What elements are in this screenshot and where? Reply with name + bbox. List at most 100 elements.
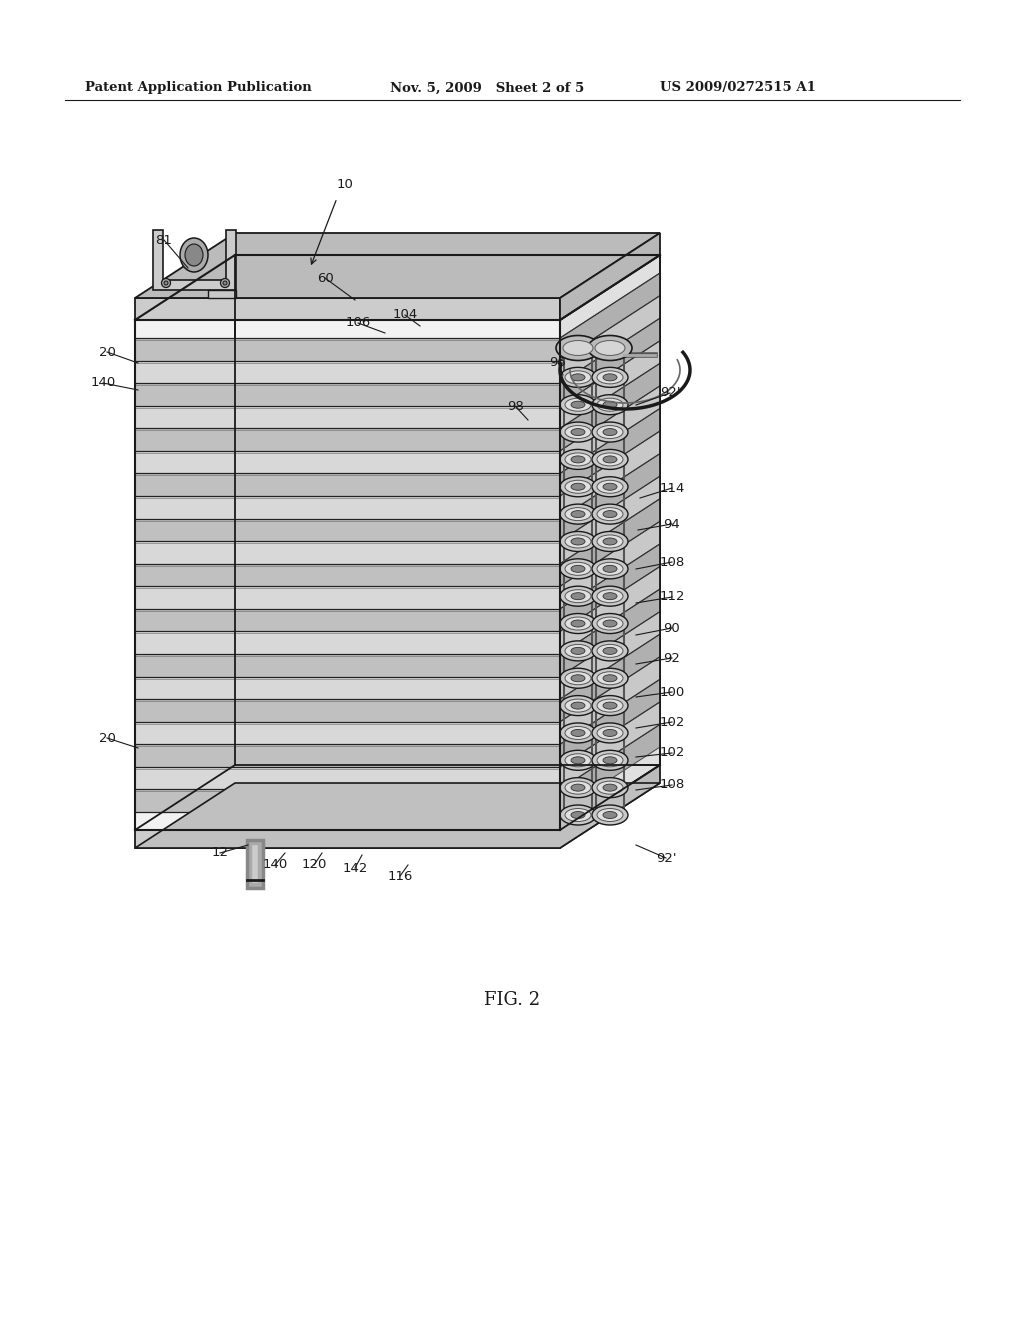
Ellipse shape [592, 422, 628, 442]
Ellipse shape [223, 281, 227, 285]
Ellipse shape [571, 565, 585, 573]
Polygon shape [560, 296, 660, 383]
Ellipse shape [565, 808, 591, 821]
Ellipse shape [592, 477, 628, 496]
Text: 12: 12 [212, 846, 228, 859]
Ellipse shape [597, 590, 623, 603]
Polygon shape [560, 725, 660, 812]
Ellipse shape [571, 730, 585, 737]
Polygon shape [560, 544, 660, 631]
Ellipse shape [560, 586, 596, 606]
Ellipse shape [597, 371, 623, 384]
Text: 116: 116 [387, 870, 413, 883]
Polygon shape [560, 566, 660, 653]
Ellipse shape [560, 723, 596, 743]
Text: 142: 142 [342, 862, 368, 874]
Ellipse shape [597, 453, 623, 466]
Ellipse shape [571, 374, 585, 381]
Polygon shape [135, 405, 560, 428]
Text: 92: 92 [664, 652, 680, 664]
Text: US 2009/0272515 A1: US 2009/0272515 A1 [660, 82, 816, 95]
Ellipse shape [603, 812, 617, 818]
Ellipse shape [565, 425, 591, 438]
Text: 92': 92' [655, 851, 676, 865]
Ellipse shape [597, 644, 623, 657]
Ellipse shape [592, 805, 628, 825]
Ellipse shape [597, 562, 623, 576]
Ellipse shape [603, 593, 617, 599]
Polygon shape [560, 408, 660, 496]
Polygon shape [560, 634, 660, 722]
Ellipse shape [560, 805, 596, 825]
Ellipse shape [592, 750, 628, 771]
Ellipse shape [597, 808, 623, 821]
Polygon shape [560, 702, 660, 789]
Ellipse shape [597, 616, 623, 630]
Ellipse shape [560, 367, 596, 387]
Text: 140: 140 [90, 376, 116, 389]
Polygon shape [135, 360, 560, 383]
Text: 94: 94 [664, 517, 680, 531]
Text: 140: 140 [262, 858, 288, 871]
Ellipse shape [592, 614, 628, 634]
Ellipse shape [603, 374, 617, 381]
Ellipse shape [597, 425, 623, 438]
Polygon shape [135, 541, 560, 564]
Ellipse shape [560, 422, 596, 442]
Polygon shape [560, 318, 660, 405]
Ellipse shape [597, 343, 623, 356]
Ellipse shape [565, 562, 591, 576]
Polygon shape [560, 234, 660, 319]
Text: 112: 112 [659, 590, 685, 603]
Polygon shape [560, 657, 660, 744]
Polygon shape [135, 653, 560, 677]
Ellipse shape [556, 335, 600, 360]
Ellipse shape [571, 539, 585, 545]
Text: 20: 20 [98, 346, 116, 359]
Polygon shape [560, 363, 660, 451]
Ellipse shape [565, 644, 591, 657]
Ellipse shape [603, 702, 617, 709]
Text: Nov. 5, 2009   Sheet 2 of 5: Nov. 5, 2009 Sheet 2 of 5 [390, 82, 585, 95]
Ellipse shape [560, 341, 596, 360]
Polygon shape [135, 519, 560, 541]
Polygon shape [135, 830, 560, 847]
Text: 10: 10 [337, 178, 353, 191]
Ellipse shape [571, 756, 585, 764]
Text: 108: 108 [659, 779, 685, 792]
Ellipse shape [565, 726, 591, 739]
Polygon shape [560, 521, 660, 609]
Polygon shape [560, 611, 660, 700]
Polygon shape [135, 496, 560, 519]
Text: 102: 102 [659, 715, 685, 729]
Polygon shape [153, 230, 236, 290]
Ellipse shape [571, 647, 585, 655]
Ellipse shape [560, 750, 596, 771]
Polygon shape [135, 722, 560, 744]
Ellipse shape [597, 781, 623, 795]
Ellipse shape [560, 395, 596, 414]
Polygon shape [135, 234, 660, 298]
Ellipse shape [603, 483, 617, 490]
Ellipse shape [597, 700, 623, 711]
Ellipse shape [565, 672, 591, 685]
Ellipse shape [592, 449, 628, 470]
Polygon shape [560, 385, 660, 474]
Ellipse shape [565, 399, 591, 412]
Ellipse shape [592, 367, 628, 387]
Ellipse shape [603, 756, 617, 764]
Ellipse shape [592, 532, 628, 552]
Ellipse shape [162, 279, 171, 288]
Ellipse shape [565, 535, 591, 548]
Text: 81: 81 [156, 234, 172, 247]
Ellipse shape [592, 558, 628, 579]
Ellipse shape [597, 672, 623, 685]
Polygon shape [135, 428, 560, 451]
Ellipse shape [571, 346, 585, 354]
Ellipse shape [592, 723, 628, 743]
Polygon shape [135, 700, 560, 722]
Text: 108: 108 [659, 556, 685, 569]
Ellipse shape [592, 586, 628, 606]
Text: 60: 60 [316, 272, 334, 285]
Polygon shape [560, 432, 660, 519]
